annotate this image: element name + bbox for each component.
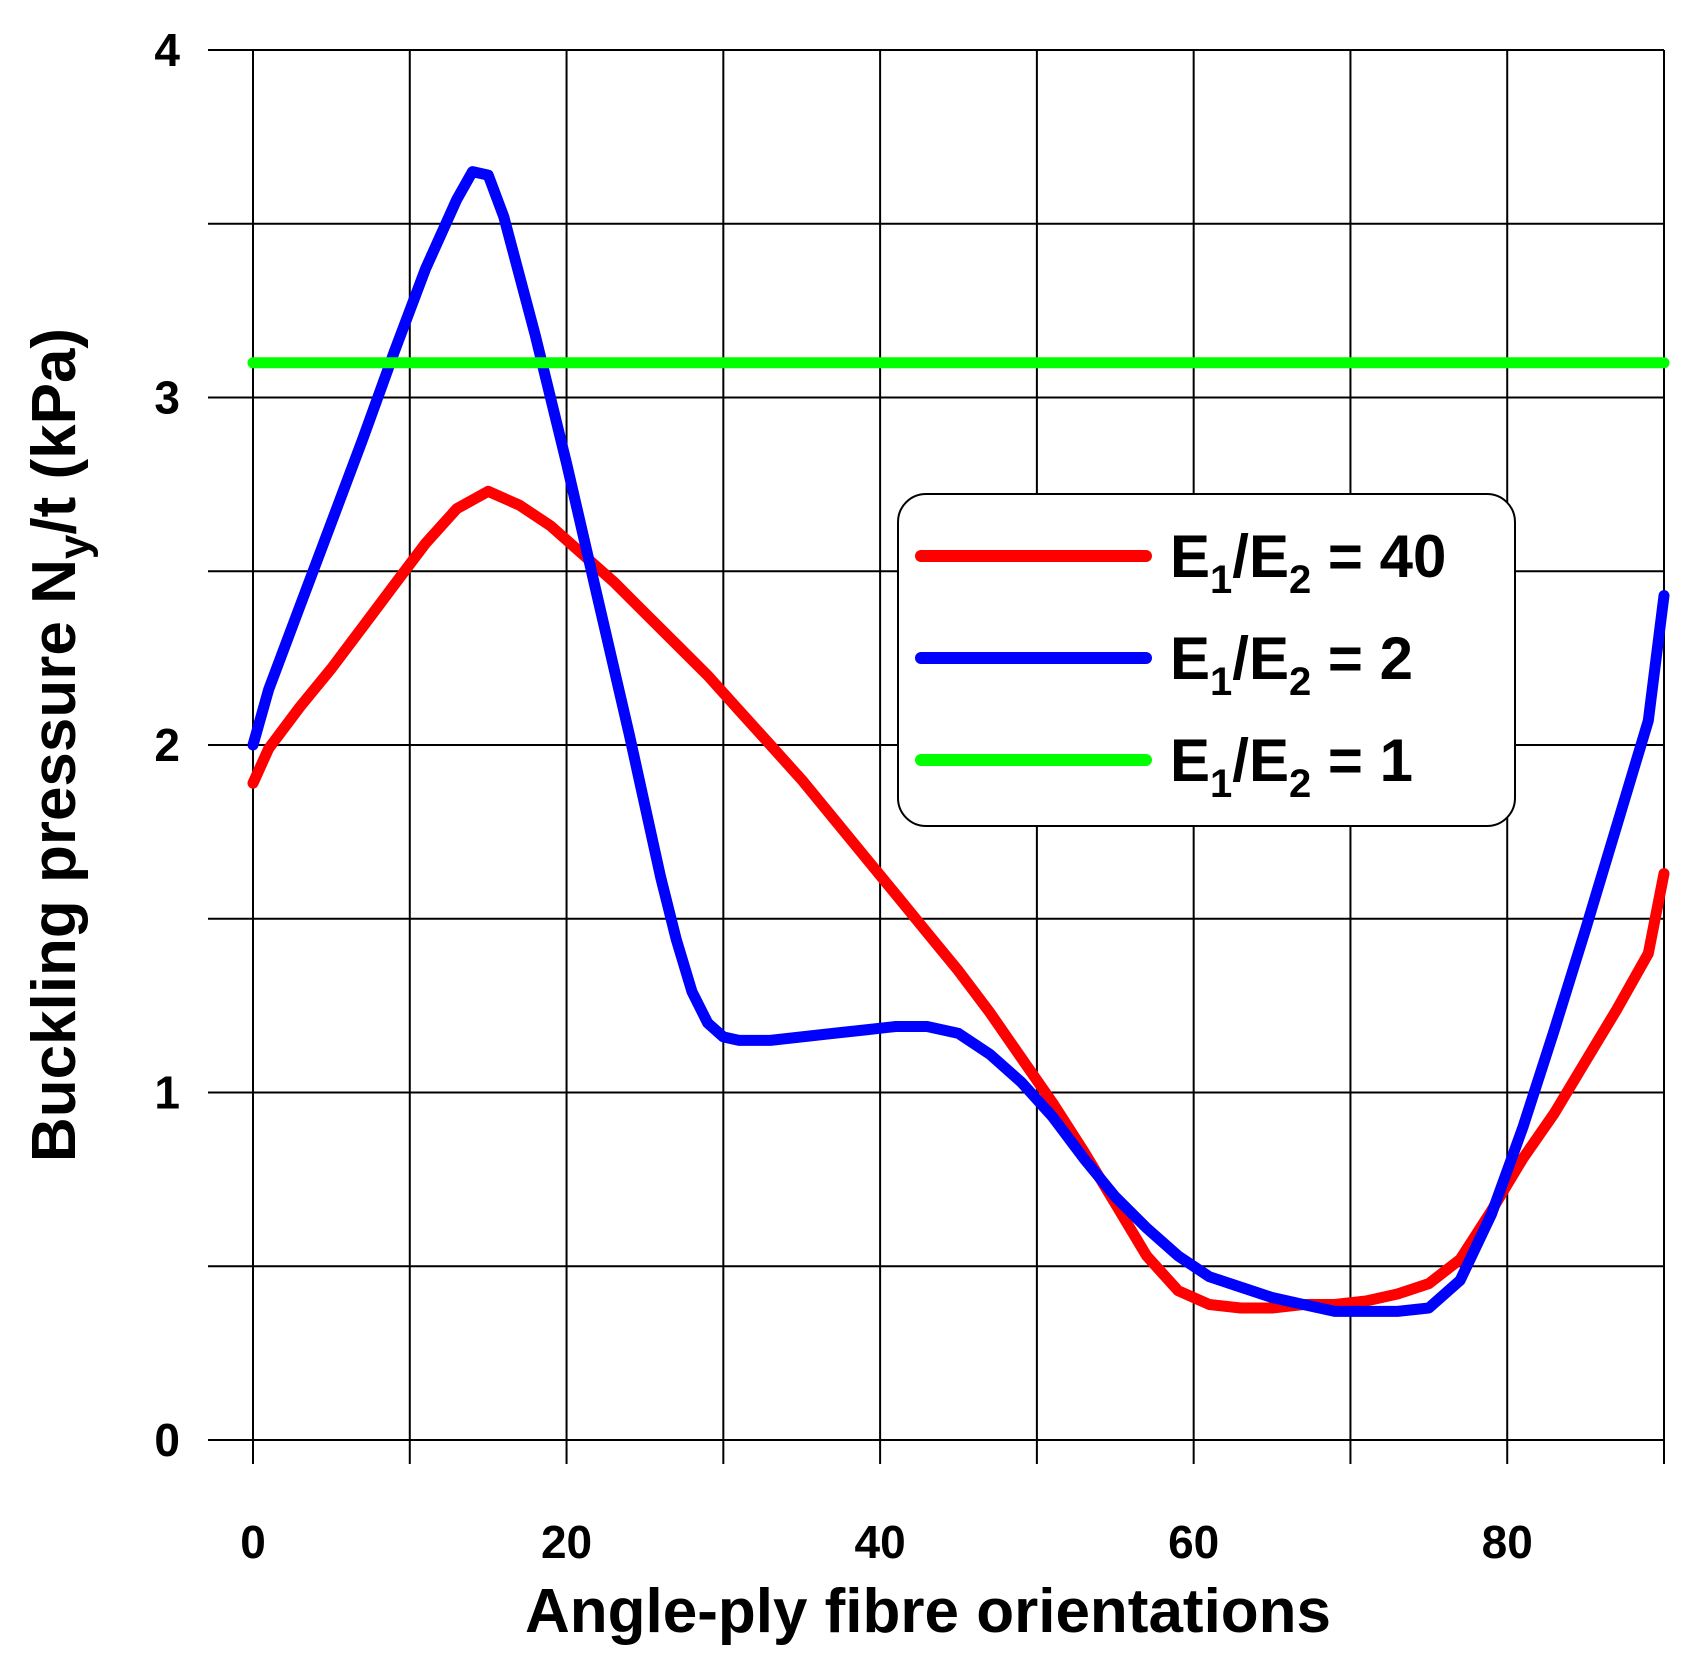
x-tick-label: 0	[240, 1516, 266, 1568]
x-tick-label: 60	[1168, 1516, 1219, 1568]
y-axis-title-suffix: /t (kPa)	[20, 328, 89, 535]
legend-label-1: E1/E2 = 2	[1170, 625, 1413, 704]
x-tick-label: 40	[855, 1516, 906, 1568]
y-axis-title-subscript: y	[50, 534, 99, 559]
legend-label-2: E1/E2 = 1	[1170, 727, 1413, 806]
legend-label-0: E1/E2 = 40	[1170, 523, 1446, 602]
y-tick-labels: 0 1 2 3 4	[154, 24, 180, 1466]
x-tick-label: 20	[541, 1516, 592, 1568]
y-axis-title: Buckling pressure Ny/t (kPa)	[20, 328, 99, 1162]
grid	[208, 49, 1665, 1464]
y-tick-label: 3	[154, 372, 180, 424]
y-tick-label: 1	[154, 1067, 180, 1119]
legend-box	[897, 493, 1516, 827]
y-tick-label: 2	[154, 719, 180, 771]
series-line-0	[247, 485, 1670, 1314]
series-line-1	[247, 166, 1670, 1317]
y-tick-label: 0	[154, 1414, 180, 1466]
legend: E1/E2 = 40 E1/E2 = 2 E1/E2 = 1	[897, 493, 1516, 827]
series-lines	[247, 166, 1670, 1317]
x-tick-label: 80	[1482, 1516, 1533, 1568]
x-axis-title: Angle-ply fibre orientations	[525, 1577, 1331, 1646]
x-tick-labels: 0 20 40 60 80	[240, 1516, 1533, 1568]
y-tick-label: 4	[154, 24, 180, 76]
y-axis-title-main: Buckling pressure N	[20, 559, 89, 1162]
